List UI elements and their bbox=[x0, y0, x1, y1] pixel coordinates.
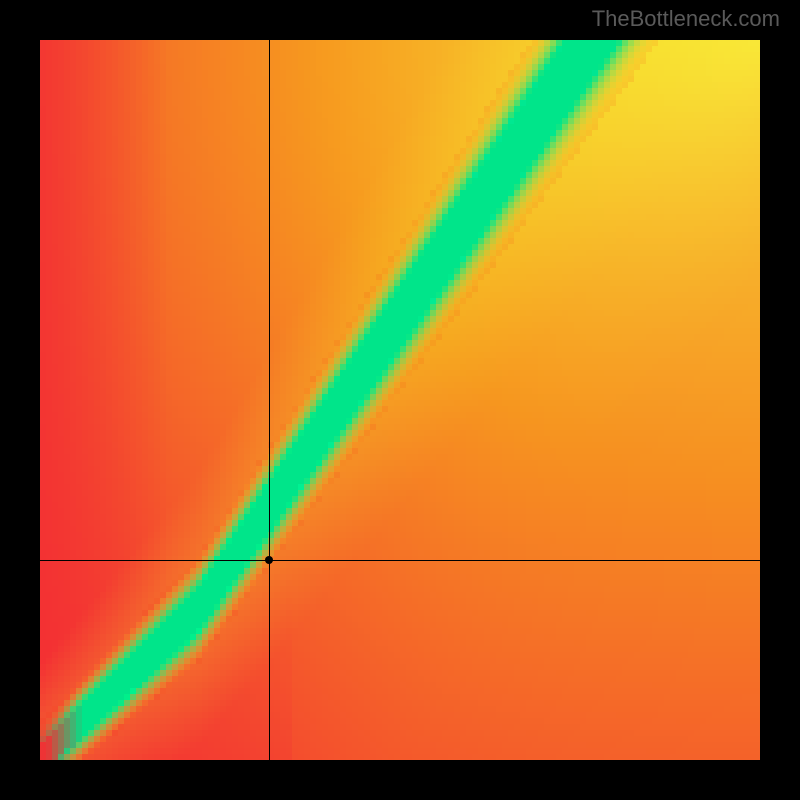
chart-container: TheBottleneck.com bbox=[0, 0, 800, 800]
watermark-text: TheBottleneck.com bbox=[592, 6, 780, 32]
crosshair-vertical bbox=[269, 40, 270, 760]
marker-dot bbox=[265, 556, 273, 564]
crosshair-horizontal bbox=[40, 560, 760, 561]
plot-area bbox=[40, 40, 760, 760]
heatmap-canvas bbox=[40, 40, 760, 760]
